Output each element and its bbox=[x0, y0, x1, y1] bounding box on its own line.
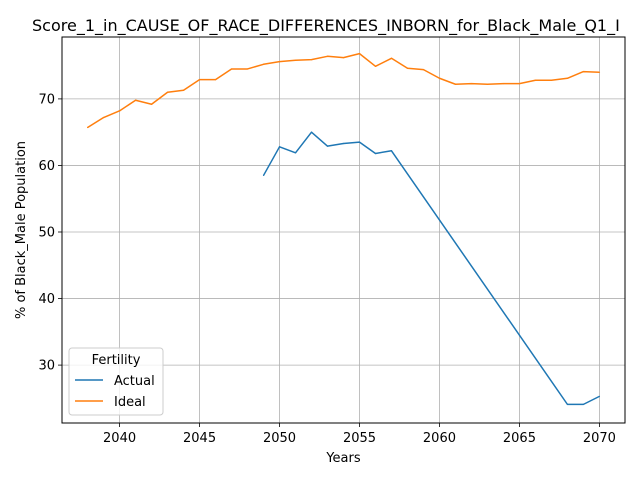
data-point-actual bbox=[598, 395, 601, 397]
data-point-ideal bbox=[518, 82, 521, 85]
data-point-ideal bbox=[550, 79, 553, 81]
chart-title: Score_1_in_CAUSE_OF_RACE_DIFFERENCES_INB… bbox=[32, 16, 620, 36]
data-point-ideal bbox=[246, 68, 249, 70]
y-tick-label: 60 bbox=[38, 159, 55, 174]
y-axis-label: % of Black_Male Population bbox=[14, 141, 29, 319]
data-point-ideal bbox=[86, 126, 89, 129]
y-tick-label: 40 bbox=[38, 292, 55, 307]
legend: Fertility Actual Ideal bbox=[68, 347, 164, 416]
data-point-ideal bbox=[134, 99, 137, 101]
y-tick-label: 70 bbox=[38, 92, 55, 107]
data-point-ideal bbox=[422, 69, 425, 71]
x-tick-label: 2040 bbox=[103, 431, 136, 446]
data-point-ideal bbox=[358, 53, 361, 55]
data-point-ideal bbox=[182, 89, 185, 91]
data-point-ideal bbox=[598, 71, 601, 73]
data-point-ideal bbox=[374, 65, 377, 67]
data-point-ideal bbox=[198, 78, 201, 81]
data-point-actual bbox=[358, 141, 361, 143]
legend-label-actual: Actual bbox=[114, 374, 155, 389]
data-point-actual bbox=[390, 150, 393, 152]
plot-area-frame bbox=[61, 36, 626, 424]
data-point-actual bbox=[294, 152, 297, 154]
data-point-ideal bbox=[262, 63, 265, 65]
x-tick-label: 2070 bbox=[583, 431, 616, 446]
data-point-ideal bbox=[566, 77, 569, 79]
data-point-actual bbox=[342, 142, 345, 145]
data-point-ideal bbox=[294, 59, 297, 61]
data-point-actual bbox=[582, 403, 585, 405]
data-point-ideal bbox=[406, 67, 409, 69]
x-tick-label: 2045 bbox=[183, 431, 216, 446]
series-lines bbox=[86, 52, 601, 406]
legend-box bbox=[68, 347, 164, 416]
data-point-actual bbox=[566, 403, 569, 405]
data-point-ideal bbox=[342, 57, 345, 59]
data-point-ideal bbox=[214, 78, 217, 81]
data-point-actual bbox=[326, 145, 329, 147]
data-point-ideal bbox=[454, 83, 457, 85]
legend-title: Fertility bbox=[92, 353, 141, 368]
x-tick-label: 2065 bbox=[503, 431, 536, 446]
data-point-ideal bbox=[390, 57, 393, 59]
data-point-ideal bbox=[150, 103, 153, 105]
data-point-ideal bbox=[534, 79, 537, 81]
data-point-ideal bbox=[502, 82, 505, 85]
data-point-actual bbox=[262, 174, 265, 177]
data-point-actual bbox=[278, 146, 281, 148]
data-point-ideal bbox=[118, 110, 121, 112]
data-point-ideal bbox=[230, 68, 233, 70]
data-point-ideal bbox=[486, 83, 489, 85]
data-point-actual bbox=[374, 152, 377, 155]
data-point-ideal bbox=[166, 91, 169, 93]
data-point-ideal bbox=[278, 61, 281, 63]
x-axis-label: Years bbox=[325, 451, 361, 466]
x-tick-label: 2060 bbox=[423, 431, 456, 446]
data-point-actual bbox=[310, 131, 313, 133]
legend-label-ideal: Ideal bbox=[114, 395, 146, 410]
y-tick-label: 30 bbox=[38, 359, 55, 374]
data-point-ideal bbox=[470, 82, 473, 85]
data-point-ideal bbox=[102, 116, 105, 119]
x-tick-label: 2050 bbox=[263, 431, 296, 446]
data-point-ideal bbox=[582, 71, 585, 73]
x-tick-label: 2055 bbox=[343, 431, 376, 446]
axis-ticks: 2040 2045 2050 2055 2060 2065 2070 30 40 50 60 70 bbox=[38, 92, 616, 446]
data-point-ideal bbox=[326, 55, 329, 57]
data-point-ideal bbox=[438, 77, 441, 79]
data-point-ideal bbox=[310, 59, 313, 61]
y-tick-label: 50 bbox=[38, 225, 55, 240]
series-line-actual bbox=[262, 131, 600, 406]
